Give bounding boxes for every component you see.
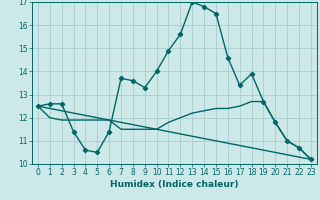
X-axis label: Humidex (Indice chaleur): Humidex (Indice chaleur): [110, 180, 239, 189]
